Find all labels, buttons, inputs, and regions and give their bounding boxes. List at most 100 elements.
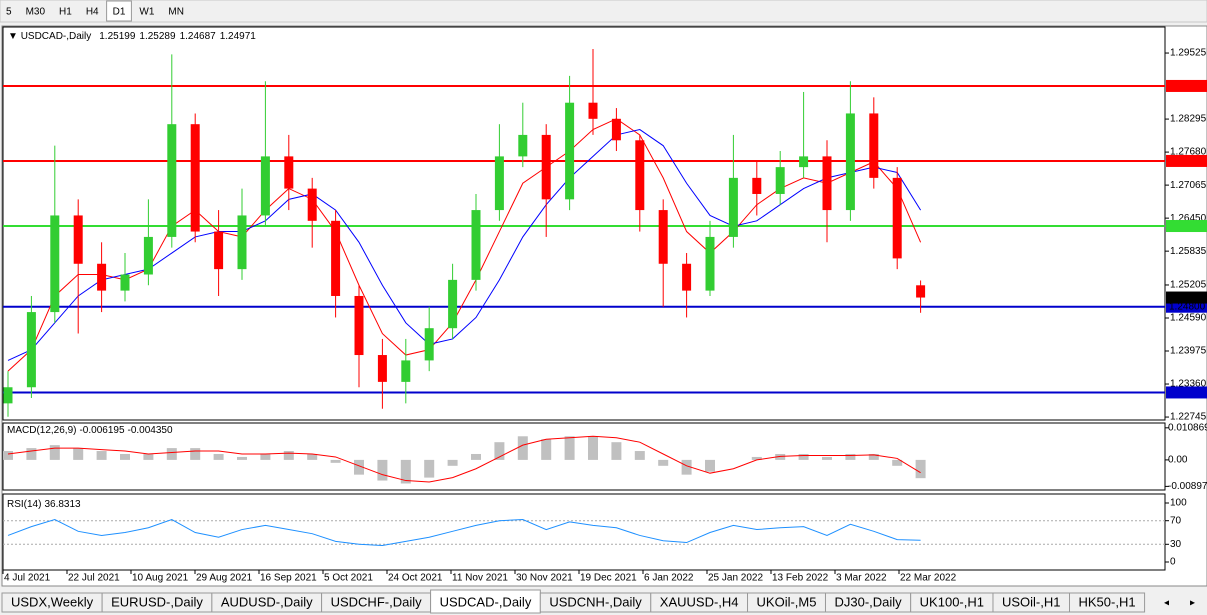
candle-body <box>869 113 879 178</box>
tab-scroll-right[interactable]: ▸ <box>1190 598 1195 609</box>
macd-bar <box>798 453 809 460</box>
macd-bar <box>915 459 926 479</box>
symbol-tab[interactable]: USDCAD-,Daily <box>430 589 541 614</box>
candle-body <box>728 177 738 237</box>
x-tick-label: 10 Aug 2021 <box>132 573 189 584</box>
timeframe-button[interactable]: H4 <box>80 1 105 21</box>
tab-label: UK100-,H1 <box>920 594 984 609</box>
x-tick-label: 5 Oct 2021 <box>324 573 373 584</box>
symbol-tab[interactable]: HK50-,H1 <box>1069 592 1146 613</box>
x-tick-label: 3 Mar 2022 <box>836 573 887 584</box>
macd-bar <box>517 436 528 460</box>
macd-bar <box>681 459 692 475</box>
candle-body <box>260 156 270 216</box>
symbol-tab[interactable]: USDX,Weekly <box>1 592 103 613</box>
symbol-tab[interactable]: USDCHF-,Daily <box>321 592 432 613</box>
timeframe-label: MN <box>168 7 184 18</box>
symbol-tab[interactable]: USDCNH-,Daily <box>539 592 652 613</box>
macd-bar <box>3 451 13 460</box>
macd-bar <box>190 448 201 460</box>
symbol-tab[interactable]: DJ30-,Daily <box>824 592 912 613</box>
macd-bar <box>400 459 411 484</box>
chart-header: ▼ USDCAD-,Daily 1.25199 1.25289 1.24687 1.24… <box>8 31 256 42</box>
timeframe-button[interactable]: D1 <box>106 0 132 22</box>
rsi-value: 36.8313 <box>44 499 81 510</box>
timeframe-button[interactable]: W1 <box>133 1 160 21</box>
timeframe-button[interactable]: H1 <box>53 1 78 21</box>
x-tick-label: 16 Sep 2021 <box>260 573 317 584</box>
macd-header: MACD(12,26,9) -0.006195 -0.004350 <box>7 425 173 436</box>
timeframe-button[interactable]: M30 <box>20 1 51 21</box>
candle-body <box>916 285 926 298</box>
symbol-tab[interactable]: USOil-,H1 <box>992 592 1070 613</box>
macd-bar <box>166 448 177 460</box>
candle-body <box>143 236 153 275</box>
timeframe-label: H1 <box>59 7 72 18</box>
y-tick-label: 1.27680 <box>1170 147 1207 158</box>
candle-body <box>97 263 107 291</box>
ohlc-value: 1.24971 <box>220 31 257 42</box>
candle-body <box>845 113 855 211</box>
level-label-bg <box>1166 300 1207 313</box>
candle-body <box>50 215 60 313</box>
macd-bar <box>868 453 879 460</box>
tab-scroll-left[interactable]: ◂ <box>1164 598 1169 609</box>
macd-bar <box>494 442 505 460</box>
candle-body <box>892 177 902 259</box>
x-tick-label: 29 Aug 2021 <box>196 573 253 584</box>
candle-body <box>448 279 458 329</box>
macd-bar <box>775 453 786 460</box>
symbol-tab[interactable]: XAUUSD-,H4 <box>650 592 749 613</box>
candle-body <box>775 167 785 194</box>
x-tick-label: 11 Nov 2021 <box>452 573 508 584</box>
symbol-tab[interactable]: EURUSD-,Daily <box>101 592 213 613</box>
macd-bar <box>377 459 388 481</box>
macd-bar <box>213 453 224 460</box>
timeframe-label: D1 <box>113 7 126 18</box>
symbol-tab[interactable]: UK100-,H1 <box>910 592 994 613</box>
rsi-tick-label: 30 <box>1170 539 1182 550</box>
timeframe-button[interactable]: 5 <box>0 1 18 21</box>
symbol-tab[interactable]: AUDUSD-,Daily <box>211 592 323 613</box>
macd-bar <box>845 453 856 460</box>
ohlc-value: 1.24687 <box>180 31 217 42</box>
macd-bar <box>611 442 622 460</box>
candle-body <box>588 102 598 119</box>
y-tick-label: 1.25205 <box>1170 280 1207 291</box>
candle-body <box>401 360 411 382</box>
macd-bar <box>307 453 318 460</box>
tab-label: AUDUSD-,Daily <box>221 594 313 609</box>
macd-bar <box>260 453 271 460</box>
y-tick-label: 1.29525 <box>1170 48 1207 59</box>
y-tick-label: 1.24590 <box>1170 313 1207 324</box>
macd-bar <box>588 436 598 460</box>
macd-bar <box>354 459 364 475</box>
candle-body <box>214 231 224 270</box>
x-tick-label: 19 Dec 2021 <box>580 573 637 584</box>
candle-body <box>307 188 317 221</box>
macd-signal <box>7 435 921 483</box>
y-tick-label: 1.25835 <box>1170 246 1207 257</box>
macd-bar <box>26 448 37 460</box>
candle-body <box>377 355 387 382</box>
rsi-tick-label: 0 <box>1170 557 1176 568</box>
level-label: 1.24800 <box>1169 301 1206 312</box>
candle-body <box>494 156 504 211</box>
tab-label: USDX,Weekly <box>11 594 94 609</box>
timeframe-toolbar <box>0 0 1207 23</box>
timeframe-button[interactable]: MN <box>162 1 190 21</box>
y-tick-label: 1.28295 <box>1170 114 1207 125</box>
candle-body <box>565 102 575 200</box>
level-label-bg <box>1166 79 1207 92</box>
rsi-line <box>7 518 921 546</box>
moving-average <box>7 118 922 372</box>
current-price-label: 1.24971 <box>1169 292 1206 303</box>
candle-body <box>518 134 528 157</box>
candle-body <box>167 124 177 237</box>
symbol-tab[interactable]: UKOil-,M5 <box>747 592 826 613</box>
macd-name: MACD(12,26,9) <box>7 425 76 436</box>
tab-label: UKOil-,M5 <box>757 594 817 609</box>
macd-bar <box>49 445 60 460</box>
candle-body <box>611 118 621 141</box>
